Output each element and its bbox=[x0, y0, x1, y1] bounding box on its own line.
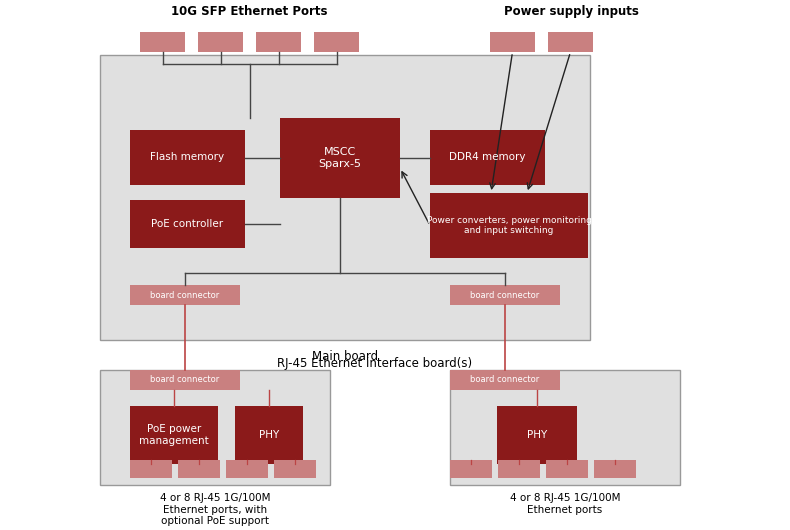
Bar bbox=[140, 32, 185, 52]
Text: PHY: PHY bbox=[259, 430, 279, 440]
Bar bbox=[274, 460, 316, 478]
Bar bbox=[450, 370, 680, 485]
Bar bbox=[130, 370, 240, 390]
Text: DDR4 memory: DDR4 memory bbox=[450, 153, 526, 163]
Bar bbox=[130, 200, 245, 248]
Bar bbox=[226, 460, 268, 478]
Text: MSCC
Sparx-5: MSCC Sparx-5 bbox=[318, 147, 362, 169]
Text: 10G SFP Ethernet Ports: 10G SFP Ethernet Ports bbox=[171, 5, 328, 18]
Bar bbox=[450, 370, 560, 390]
Text: 4 or 8 RJ-45 1G/100M
Ethernet ports: 4 or 8 RJ-45 1G/100M Ethernet ports bbox=[510, 493, 620, 515]
Text: 4 or 8 RJ-45 1G/100M
Ethernet ports, with
optional PoE support: 4 or 8 RJ-45 1G/100M Ethernet ports, wit… bbox=[160, 493, 270, 526]
Bar bbox=[130, 130, 245, 185]
Text: board connector: board connector bbox=[470, 375, 540, 384]
Bar bbox=[430, 193, 588, 258]
Text: PoE controller: PoE controller bbox=[152, 219, 224, 229]
Text: board connector: board connector bbox=[150, 375, 220, 384]
Bar bbox=[430, 130, 545, 185]
Bar bbox=[594, 460, 636, 478]
Bar bbox=[314, 32, 359, 52]
Bar bbox=[548, 32, 593, 52]
Bar bbox=[130, 406, 218, 464]
Bar bbox=[198, 32, 243, 52]
Bar bbox=[178, 460, 220, 478]
Bar bbox=[130, 460, 172, 478]
Bar bbox=[100, 55, 590, 340]
Bar bbox=[130, 285, 240, 305]
Bar bbox=[450, 285, 560, 305]
Text: Power supply inputs: Power supply inputs bbox=[504, 5, 639, 18]
Text: RJ-45 Ethernet interface board(s): RJ-45 Ethernet interface board(s) bbox=[277, 357, 472, 369]
Text: Power converters, power monitoring
and input switching: Power converters, power monitoring and i… bbox=[427, 216, 592, 235]
Text: Main board: Main board bbox=[312, 350, 378, 363]
Bar bbox=[498, 460, 540, 478]
Bar bbox=[546, 460, 588, 478]
Bar bbox=[497, 406, 577, 464]
Bar bbox=[235, 406, 303, 464]
Bar bbox=[490, 32, 535, 52]
Text: board connector: board connector bbox=[470, 290, 540, 299]
Text: Flash memory: Flash memory bbox=[150, 153, 224, 163]
Text: PHY: PHY bbox=[527, 430, 547, 440]
Text: board connector: board connector bbox=[150, 290, 220, 299]
Text: PoE power
management: PoE power management bbox=[139, 424, 209, 446]
Bar bbox=[450, 460, 492, 478]
Bar bbox=[100, 370, 330, 485]
Bar bbox=[256, 32, 301, 52]
Bar bbox=[280, 118, 400, 198]
